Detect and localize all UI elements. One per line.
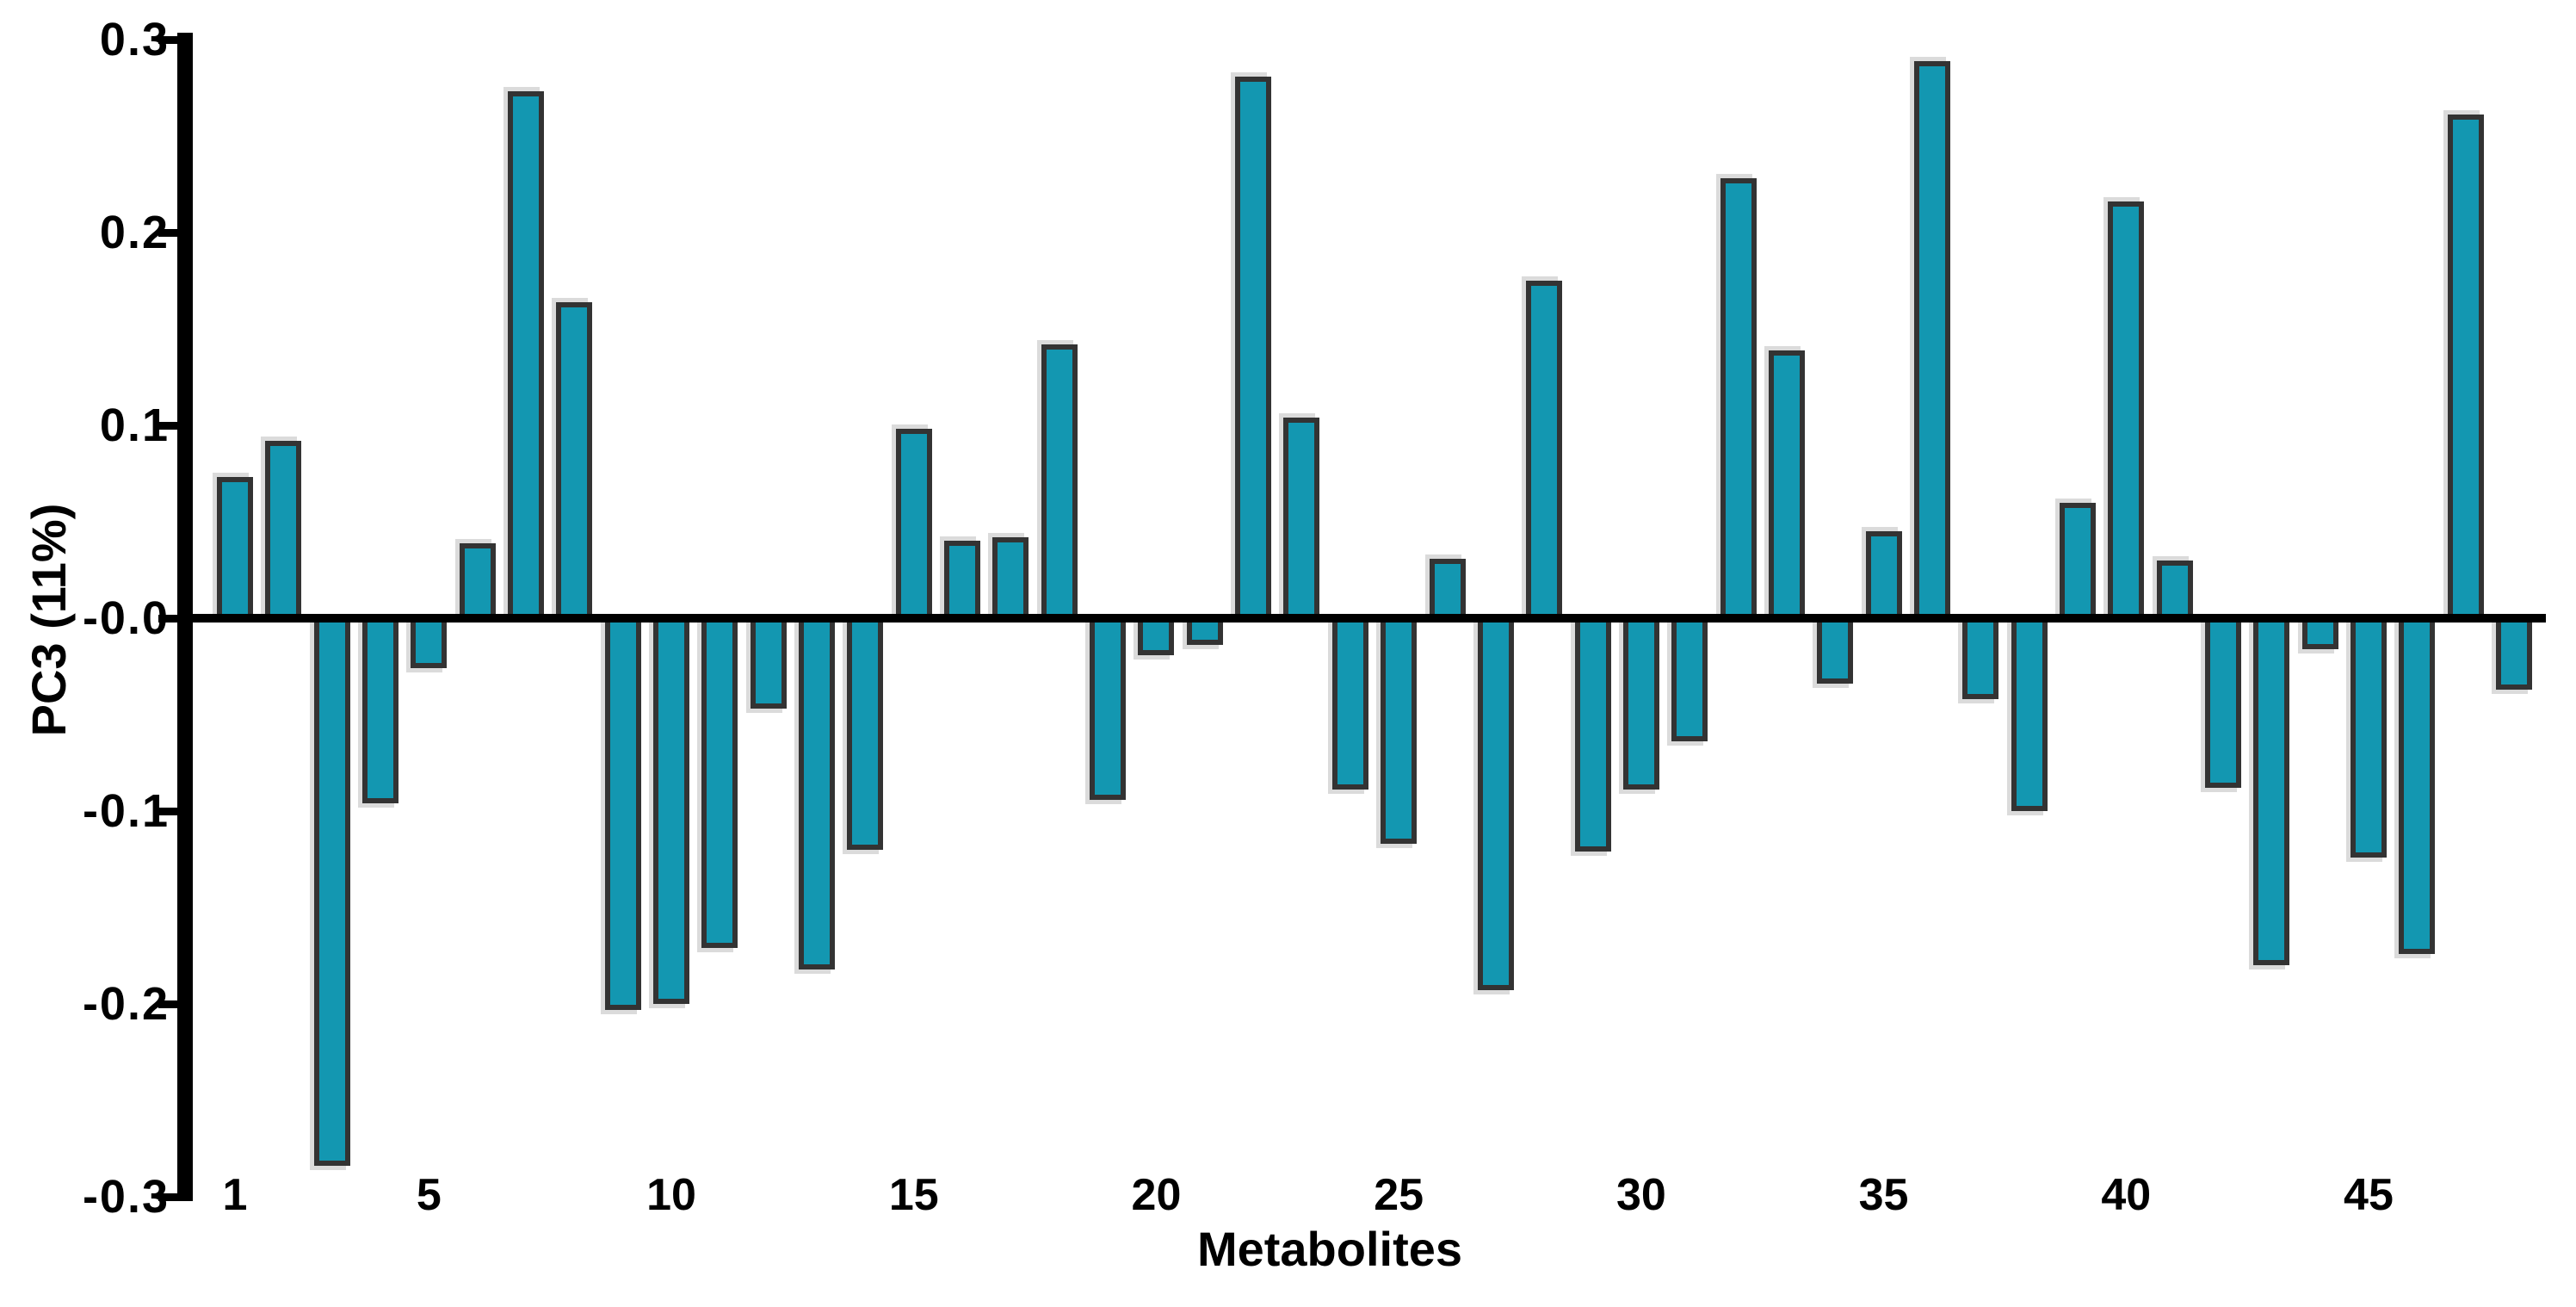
x-tick-label-45: 45 — [2344, 1170, 2394, 1220]
y-tick-mark — [158, 228, 179, 237]
y-tick-label: -0.2 — [82, 978, 170, 1030]
bar-23 — [1283, 418, 1320, 623]
bar-15 — [895, 429, 932, 623]
bar-24 — [1331, 614, 1368, 790]
bar-35 — [1865, 531, 1902, 623]
y-tick-label: -0.1 — [82, 785, 170, 837]
y-tick-mark — [158, 807, 179, 815]
bar-19 — [1090, 614, 1127, 800]
x-tick-label-40: 40 — [2101, 1170, 2152, 1220]
bar-13 — [799, 614, 836, 969]
bar-14 — [847, 614, 884, 850]
y-tick-mark — [158, 35, 179, 44]
zero-baseline — [177, 614, 2546, 623]
bar-42 — [2204, 614, 2241, 789]
bar-48 — [2495, 614, 2532, 690]
y-tick-label: 0.2 — [99, 207, 170, 258]
bar-31 — [1671, 614, 1708, 742]
y-tick-label: 0.1 — [99, 400, 170, 451]
bar-12 — [750, 614, 787, 709]
bar-38 — [2011, 614, 2048, 811]
bar-37 — [1962, 614, 1999, 700]
y-tick-mark — [158, 614, 179, 623]
bar-8 — [556, 301, 593, 623]
bar-25 — [1381, 614, 1418, 845]
bar-2 — [265, 440, 302, 623]
bar-4 — [362, 614, 399, 804]
x-axis-title: Metabolites — [1196, 1222, 1463, 1276]
bar-17 — [992, 536, 1029, 623]
bar-36 — [1913, 60, 1950, 623]
x-tick-label-20: 20 — [1131, 1170, 1182, 1220]
bar-10 — [653, 614, 690, 1004]
y-tick-mark — [158, 421, 179, 430]
y-tick-mark — [158, 1000, 179, 1008]
x-tick-label-10: 10 — [646, 1170, 696, 1220]
bar-34 — [1817, 614, 1854, 684]
bar-39 — [2059, 502, 2096, 623]
bar-47 — [2447, 115, 2484, 623]
y-tick-label: 0.3 — [99, 14, 170, 65]
bar-22 — [1235, 76, 1272, 623]
bar-29 — [1574, 614, 1611, 852]
x-tick-label-35: 35 — [1858, 1170, 1909, 1220]
bar-46 — [2399, 614, 2436, 954]
bar-11 — [701, 614, 738, 949]
bar-27 — [1477, 614, 1514, 991]
bar-7 — [508, 91, 545, 623]
bar-18 — [1041, 344, 1078, 623]
bar-30 — [1622, 614, 1659, 790]
bar-1 — [217, 477, 253, 623]
bar-16 — [944, 541, 981, 623]
x-tick-label-30: 30 — [1615, 1170, 1666, 1220]
x-tick-label-1: 1 — [222, 1170, 248, 1220]
bar-6 — [459, 542, 496, 623]
bar-43 — [2253, 614, 2290, 966]
y-tick-mark — [158, 1192, 179, 1201]
bar-45 — [2350, 614, 2387, 858]
x-tick-label-25: 25 — [1374, 1170, 1424, 1220]
bar-3 — [313, 614, 350, 1167]
bar-33 — [1768, 350, 1805, 623]
bar-40 — [2108, 201, 2145, 623]
bar-9 — [604, 614, 641, 1010]
bar-32 — [1720, 178, 1757, 623]
y-tick-label: -0.3 — [82, 1171, 170, 1223]
bar-26 — [1429, 558, 1466, 623]
y-tick-label: -0.0 — [82, 592, 170, 644]
x-tick-label-5: 5 — [416, 1170, 442, 1220]
bar-28 — [1526, 281, 1563, 623]
x-tick-label-15: 15 — [888, 1170, 939, 1220]
